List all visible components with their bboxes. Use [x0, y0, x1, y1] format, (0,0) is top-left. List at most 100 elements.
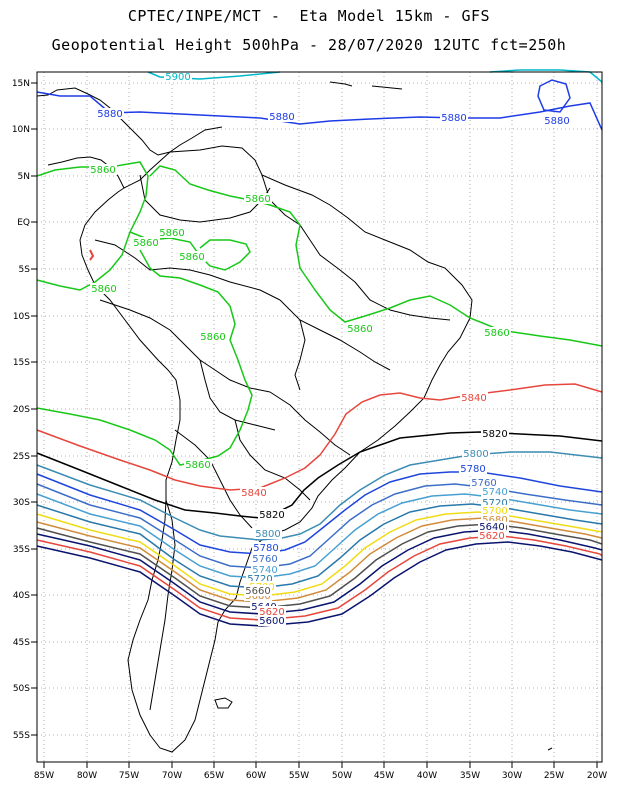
contour-line-5700: [36, 511, 603, 597]
contour-label-background: [244, 585, 272, 596]
contour-label-background: [158, 227, 186, 238]
contour-label-background: [184, 459, 212, 470]
lat-tick-label: 5N: [18, 172, 30, 182]
contour-label-5820: 5820: [259, 510, 284, 521]
contour-label-5780: 5780: [460, 464, 485, 475]
country-border: [99, 299, 271, 393]
lon-tick-label: 75W: [119, 771, 139, 781]
lon-tick-label: 85W: [34, 771, 54, 781]
contour-label-5860: 5860: [185, 460, 210, 471]
latitude-labels: 15N 10N 5N EQ 5S 10S 15S 20S 25S 30S 35S 40S 45S 50S 5…: [12, 79, 37, 741]
graticule-grid: [37, 72, 602, 762]
contour-label-5800: 5800: [255, 529, 280, 540]
contour-label-5780: 5780: [253, 543, 278, 554]
contour-label-5860: 5860: [347, 324, 372, 335]
falkland-islands: [214, 697, 233, 709]
contour-label-5860: 5860: [484, 328, 509, 339]
caribbean-island: [329, 81, 353, 87]
contour-label-background: [478, 521, 506, 532]
contour-line-5820: [36, 431, 603, 519]
contour-label-5860: 5860: [200, 332, 225, 343]
contour-label-background: [346, 323, 374, 334]
chart-title-line-2: Geopotential Height 500hPa - 28/07/2020 …: [51, 36, 567, 54]
lat-tick-label: 15S: [13, 358, 30, 368]
contour-line-5860: [36, 161, 149, 291]
fernando-island: [547, 747, 553, 751]
lat-tick-label: 55S: [13, 731, 30, 741]
chart-title-line-1: CPTEC/INPE/MCT - Eta Model 15km - GFS: [127, 7, 491, 25]
country-border: [269, 391, 351, 456]
contour-label-background: [258, 606, 286, 617]
contour-line-5900: [147, 71, 281, 80]
lon-tick-label: 65W: [204, 771, 224, 781]
lon-tick-label: 80W: [77, 771, 97, 781]
contour-label-5760: 5760: [471, 478, 496, 489]
contour-line-5900: [489, 69, 603, 83]
lat-tick-label: 45S: [13, 638, 30, 648]
lat-tick-label: 10N: [12, 125, 30, 135]
contour-line-5880: [537, 79, 571, 113]
contour-line-5680: [36, 517, 603, 603]
contour-label-5600: 5600: [259, 616, 284, 627]
contour-label-5800: 5800: [463, 449, 488, 460]
contour-label-5680: 5680: [482, 515, 507, 526]
central-america-coast: [36, 87, 223, 156]
caribbean-island: [371, 85, 403, 90]
contour-label-background: [258, 615, 286, 626]
contour-line-5860: [36, 249, 253, 466]
plot-frame: [36, 71, 603, 763]
contour-label-5820: 5820: [482, 429, 507, 440]
country-border: [234, 419, 311, 501]
contour-label-background: [459, 463, 487, 474]
contour-label-5860: 5860: [159, 228, 184, 239]
lat-tick-label: 10S: [13, 312, 30, 322]
country-border: [94, 239, 281, 301]
contour-label-background: [440, 112, 468, 123]
contour-label-background: [89, 164, 117, 175]
lon-tick-label: 50W: [332, 771, 352, 781]
contour-label-5900: 5900: [165, 72, 190, 83]
south-america-coast: [79, 145, 473, 753]
contour-label-5840: 5840: [461, 393, 486, 404]
contour-label-5860: 5860: [91, 284, 116, 295]
contour-label-5740: 5740: [252, 565, 277, 576]
contour-label-background: [462, 448, 490, 459]
contour-line-5600: [36, 541, 603, 627]
country-border: [261, 174, 356, 283]
contour-label-5720: 5720: [482, 498, 507, 509]
lon-tick-label: 25W: [544, 771, 564, 781]
contour-label-background: [96, 108, 124, 119]
contour-label-background: [481, 505, 509, 516]
contour-label-5660: 5660: [245, 586, 270, 597]
lon-tick-label: 70W: [162, 771, 182, 781]
contour-label-background: [251, 564, 279, 575]
contour-label-background: [251, 553, 279, 564]
contour-label-5680: 5680: [245, 591, 270, 602]
lat-tick-label: 40S: [13, 591, 30, 601]
contour-label-background: [178, 251, 206, 262]
lon-tick-label: 45W: [374, 771, 394, 781]
longitude-labels: 85W 80W 75W 70W 65W 60W 55W 50W 45W 40W 35W 30W 25W 2…: [34, 762, 607, 781]
lon-tick-label: 20W: [587, 771, 607, 781]
contour-label-background: [478, 530, 506, 541]
contour-label-5880: 5880: [269, 112, 294, 123]
contour-label-background: [481, 497, 509, 508]
country-border: [174, 429, 253, 529]
contour-label-5880: 5880: [441, 113, 466, 124]
contour-label-background: [543, 115, 571, 126]
country-border: [294, 319, 306, 391]
contour-label-background: [483, 327, 511, 338]
contour-line-5860: [149, 165, 603, 347]
contour-label-background: [90, 283, 118, 294]
contour-label-background: [470, 477, 498, 488]
contour-label-5760: 5760: [252, 554, 277, 565]
contour-label-5840: 5840: [241, 488, 266, 499]
lon-tick-label: 60W: [246, 771, 266, 781]
coastline: [36, 81, 553, 753]
contour-label-5860: 5860: [90, 165, 115, 176]
contour-label-background: [199, 331, 227, 342]
lat-tick-label: 30S: [13, 498, 30, 508]
contour-label-background: [244, 193, 272, 204]
